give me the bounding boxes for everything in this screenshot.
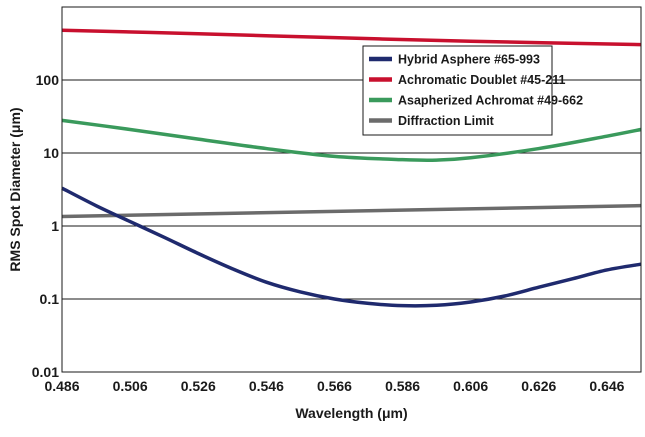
y-tick-label: 1 (51, 218, 59, 234)
x-tick-label: 0.606 (453, 378, 488, 394)
legend-box (362, 45, 553, 136)
x-tick-labels: 0.486 0.506 0.526 0.546 0.566 0.586 0.606 0.626… (44, 378, 624, 394)
y-tick-label: 0.1 (40, 291, 60, 307)
y-tick-label: 10 (43, 145, 59, 161)
x-tick-label: 0.566 (317, 378, 352, 394)
x-tick-label: 0.626 (521, 378, 556, 394)
legend-label: Achromatic Doublet #45-211 (398, 73, 565, 87)
grid-lines (62, 79, 641, 300)
y-axis-title: RMS Spot Diameter (μm) (7, 107, 23, 271)
y-tick-labels: 0.01 0.1 1 10 100 (32, 72, 59, 380)
series-line-hybrid-asphere-65-993 (61, 186, 642, 308)
y-tick-label: 0.01 (32, 364, 59, 380)
legend-label: Diffraction Limit (398, 114, 495, 128)
x-tick-label: 0.526 (181, 378, 216, 394)
y-tick-label: 100 (36, 72, 60, 88)
series-line-diffraction-limit (61, 203, 642, 219)
legend-items: Hybrid Asphere #65-993 Achromatic Doublet… (369, 53, 583, 128)
x-tick-label: 0.506 (113, 378, 148, 394)
x-tick-label: 0.546 (249, 378, 284, 394)
legend: Hybrid Asphere #65-993 Achromatic Doublet… (362, 45, 583, 136)
legend-label: Hybrid Asphere #65-993 (398, 53, 540, 67)
series-lines (61, 28, 642, 308)
x-tick-label: 0.486 (44, 378, 79, 394)
x-axis-title: Wavelength (μm) (295, 405, 407, 421)
plot-frame (61, 6, 642, 373)
series-line-achromatic-doublet-45-211 (61, 28, 642, 47)
series-line-asapherized-achromat-49-662 (61, 118, 642, 163)
legend-label: Asapherized Achromat #49-662 (398, 94, 583, 108)
x-tick-label: 0.646 (589, 378, 624, 394)
x-tick-label: 0.586 (385, 378, 420, 394)
